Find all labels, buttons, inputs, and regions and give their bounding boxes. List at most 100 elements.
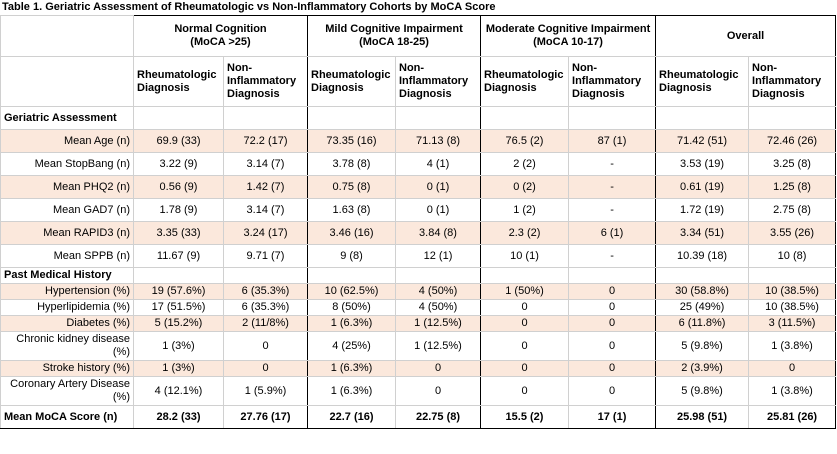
data-cell: 28.2 (33) xyxy=(133,405,224,429)
data-cell: 1.72 (19) xyxy=(655,198,750,222)
data-cell: 9 (8) xyxy=(307,244,396,268)
data-cell: - xyxy=(568,244,657,268)
data-cell: 0 xyxy=(480,376,570,406)
column-header: Rheumatologic Diagnosis xyxy=(307,56,396,107)
data-cell: 4 (25%) xyxy=(307,331,396,361)
data-cell: 5 (9.8%) xyxy=(655,376,750,406)
data-cell: 3.46 (16) xyxy=(307,221,396,245)
data-row: Diabetes (%) 5 (15.2%) 2 (11/8%) 1 (6.3%) 1 … xyxy=(0,315,837,332)
empty-cell xyxy=(394,267,482,284)
data-cell: 2 (11/8%) xyxy=(223,315,308,332)
data-cell: 6 (1) xyxy=(568,221,657,245)
group-range: (MoCA 18-25) xyxy=(359,36,429,48)
data-cell: 3.55 (26) xyxy=(748,221,837,245)
data-cell: 0 (2) xyxy=(480,175,570,199)
table-title: Table 1. Geriatric Assessment of Rheumat… xyxy=(2,1,496,13)
row-label: Mean MoCA Score (n) xyxy=(0,405,134,429)
data-cell: 10.39 (18) xyxy=(655,244,750,268)
empty-cell xyxy=(655,106,750,130)
row-label: Stroke history (%) xyxy=(0,360,134,377)
data-cell: 2.75 (8) xyxy=(748,198,837,222)
row-label: Mean PHQ2 (n) xyxy=(0,175,134,199)
data-cell: 10 (62.5%) xyxy=(307,283,396,300)
data-cell: 6 (35.3%) xyxy=(223,283,308,300)
data-row: Chronic kidney disease (%) 1 (3%) 0 4 (25%)… xyxy=(0,331,837,361)
empty-cell xyxy=(568,267,657,284)
data-cell: 4 (50%) xyxy=(394,283,482,300)
empty-cell xyxy=(480,267,570,284)
data-cell: 22.75 (8) xyxy=(394,405,482,429)
group-header: Overall xyxy=(655,15,837,57)
column-header: Rheumatologic Diagnosis xyxy=(133,56,224,107)
column-header: Rheumatologic Diagnosis xyxy=(655,56,750,107)
column-header: Rheumatologic Diagnosis xyxy=(480,56,570,107)
empty-cell xyxy=(655,267,750,284)
data-cell: 0 xyxy=(480,331,570,361)
data-cell: 72.46 (26) xyxy=(748,129,837,153)
data-cell: 1.78 (9) xyxy=(133,198,224,222)
data-cell: 0 xyxy=(748,360,837,377)
data-cell: 87 (1) xyxy=(568,129,657,153)
data-cell: 12 (1) xyxy=(394,244,482,268)
data-cell: 9.71 (7) xyxy=(223,244,308,268)
data-cell: 71.42 (51) xyxy=(655,129,750,153)
group-header: Normal Cognition (MoCA >25) xyxy=(133,15,308,57)
data-row: Mean PHQ2 (n) 0.56 (9) 1.42 (7) 0.75 (8) 0 (… xyxy=(0,175,837,199)
data-cell: 0 xyxy=(568,376,657,406)
empty-cell xyxy=(394,106,482,130)
data-row: Hypertension (%) 19 (57.6%) 6 (35.3%) 10 (6… xyxy=(0,283,837,300)
empty-cell xyxy=(568,106,657,130)
data-cell: 27.76 (17) xyxy=(223,405,308,429)
data-cell: - xyxy=(568,152,657,176)
column-header: Non-Inflammatory Diagnosis xyxy=(568,56,657,107)
data-row: Hyperlipidemia (%) 17 (51.5%) 6 (35.3%) 8 (… xyxy=(0,299,837,316)
data-cell: 1 (6.3%) xyxy=(307,360,396,377)
data-cell: 0 xyxy=(568,331,657,361)
data-cell: 15.5 (2) xyxy=(480,405,570,429)
data-row: Mean RAPID3 (n) 3.35 (33) 3.24 (17) 3.46 (1… xyxy=(0,221,837,245)
row-label: Coronary Artery Disease (%) xyxy=(0,376,134,406)
data-cell: 0 (1) xyxy=(394,175,482,199)
subheader-row: Rheumatologic Diagnosis Non-Inflammatory … xyxy=(0,56,837,107)
data-cell: 3.24 (17) xyxy=(223,221,308,245)
data-cell: 22.7 (16) xyxy=(307,405,396,429)
data-cell: 0 xyxy=(568,283,657,300)
data-cell: 0 xyxy=(480,360,570,377)
row-label: Mean GAD7 (n) xyxy=(0,198,134,222)
data-cell: 17 (51.5%) xyxy=(133,299,224,316)
data-cell: 1 (2) xyxy=(480,198,570,222)
data-cell: 10 (38.5%) xyxy=(748,299,837,316)
data-cell: 0 xyxy=(223,360,308,377)
data-cell: 1.63 (8) xyxy=(307,198,396,222)
data-cell: 3.25 (8) xyxy=(748,152,837,176)
data-cell: 30 (58.8%) xyxy=(655,283,750,300)
group-name: Moderate Cognitive Impairment xyxy=(485,23,651,35)
data-cell: 0 xyxy=(223,331,308,361)
row-label: Mean SPPB (n) xyxy=(0,244,134,268)
empty-cell xyxy=(133,267,224,284)
data-cell: 3 (11.5%) xyxy=(748,315,837,332)
group-range: (MoCA 10-17) xyxy=(533,36,603,48)
corner-cell xyxy=(0,15,134,57)
group-name: Mild Cognitive Impairment xyxy=(325,23,463,35)
data-cell: 71.13 (8) xyxy=(394,129,482,153)
data-cell: 1 (3.8%) xyxy=(748,331,837,361)
column-header: Non-Inflammatory Diagnosis xyxy=(394,56,482,107)
empty-cell xyxy=(223,267,308,284)
data-cell: 10 (8) xyxy=(748,244,837,268)
empty-cell xyxy=(480,106,570,130)
empty-cell xyxy=(748,267,837,284)
data-cell: 3.78 (8) xyxy=(307,152,396,176)
data-cell: 1 (50%) xyxy=(480,283,570,300)
data-cell: 8 (50%) xyxy=(307,299,396,316)
data-cell: 1.42 (7) xyxy=(223,175,308,199)
row-label: Mean Age (n) xyxy=(0,129,134,153)
data-cell: 3.35 (33) xyxy=(133,221,224,245)
group-name: Normal Cognition xyxy=(174,23,267,35)
data-cell: 76.5 (2) xyxy=(480,129,570,153)
data-cell: 3.14 (7) xyxy=(223,198,308,222)
group-header: Mild Cognitive Impairment (MoCA 18-25) xyxy=(306,15,482,57)
data-cell: 10 (38.5%) xyxy=(748,283,837,300)
data-cell: 72.2 (17) xyxy=(223,129,308,153)
